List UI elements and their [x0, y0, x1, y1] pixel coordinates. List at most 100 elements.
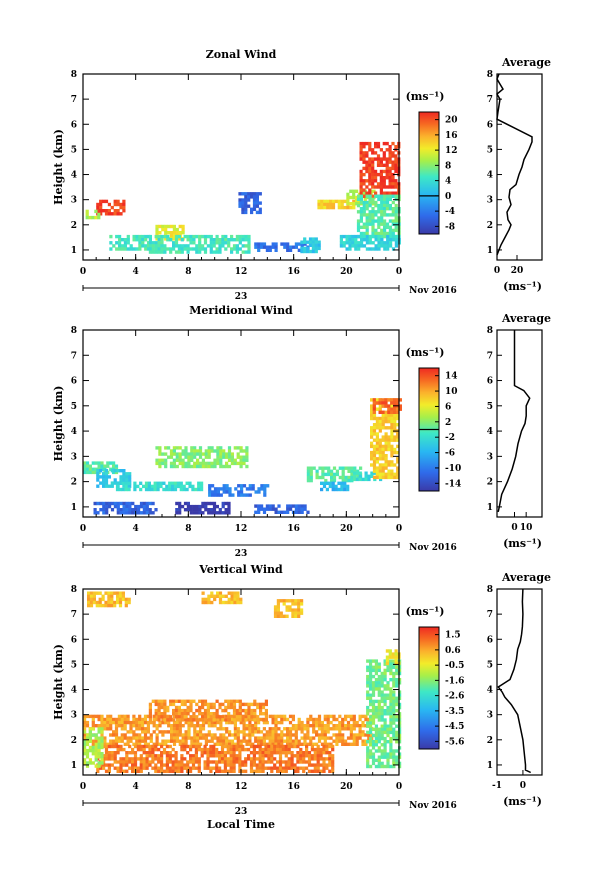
heatmap-cell	[368, 188, 372, 192]
heatmap-cell	[175, 227, 179, 232]
heatmap-cell	[204, 464, 208, 469]
heatmap-cell	[394, 154, 398, 158]
heatmap-cell	[144, 244, 148, 248]
heatmap-cell	[213, 493, 218, 497]
heatmap-cell	[384, 444, 388, 449]
heatmap-cell	[158, 446, 162, 450]
heatmap-cell	[227, 508, 231, 512]
heatmap-cell	[104, 212, 109, 216]
heatmap-cell	[201, 720, 206, 725]
heatmap-cell	[151, 699, 155, 703]
heatmap-cell	[174, 244, 179, 248]
heatmap-cell	[375, 419, 379, 424]
heatmap-cell	[85, 761, 90, 765]
heatmap-cell	[294, 602, 298, 606]
heatmap-cell	[335, 472, 339, 477]
heatmap-cell	[118, 597, 123, 602]
heatmap-cell	[218, 715, 222, 719]
heatmap-cell	[379, 148, 383, 152]
heatmap-cell	[226, 763, 230, 767]
heatmap-cell	[281, 766, 285, 770]
heatmap-cell	[189, 754, 193, 758]
heatmap-cell	[172, 449, 176, 453]
heatmap-cell	[374, 727, 378, 731]
heatmap-cell	[315, 472, 319, 477]
heatmap-cell	[344, 727, 348, 731]
heatmap-cell	[356, 197, 361, 202]
heatmap-cell	[387, 472, 391, 476]
heatmap-cell	[225, 452, 229, 456]
heatmap-cell	[175, 452, 179, 456]
heatmap-cell	[307, 754, 312, 758]
heatmap-cell	[331, 202, 336, 207]
heatmap-cell	[366, 712, 370, 716]
heatmap-cell	[133, 754, 138, 758]
heatmap-cell	[261, 766, 265, 770]
heatmap-cell	[265, 720, 269, 725]
heatmap-cell	[165, 484, 169, 489]
heatmap-cell	[387, 407, 391, 411]
heatmap-cell	[322, 760, 326, 764]
heatmap-cell	[122, 508, 126, 512]
heatmap-cell	[120, 244, 125, 248]
heatmap-cell	[195, 234, 199, 239]
heatmap-cell	[389, 764, 393, 769]
heatmap-cell	[329, 714, 333, 719]
heatmap-cell	[377, 730, 381, 735]
heatmap-cell	[265, 504, 269, 508]
heatmap-cell	[141, 241, 145, 245]
heatmap-cell	[139, 766, 143, 770]
heatmap-cell	[311, 237, 315, 241]
heatmap-cell	[370, 426, 374, 430]
heatmap-cell	[195, 508, 199, 512]
heatmap-cell	[120, 736, 124, 740]
heatmap-cell	[97, 724, 101, 728]
heatmap-cell	[309, 469, 313, 473]
heatmap-cell	[104, 481, 109, 485]
heatmap-cell	[241, 744, 245, 749]
heatmap-cell	[291, 714, 295, 719]
heatmap-cell	[210, 464, 214, 469]
heatmap-cell	[133, 481, 137, 485]
heatmap-cell	[148, 244, 152, 248]
heatmap-cell	[331, 769, 335, 773]
heatmap-cell	[394, 216, 398, 220]
heatmap-cell	[177, 699, 181, 703]
heatmap-cell	[232, 763, 236, 767]
heatmap-cell	[85, 209, 89, 214]
heatmap-cell	[88, 467, 92, 471]
heatmap-cell	[318, 466, 322, 470]
heatmap-cell	[359, 141, 363, 146]
heatmap-cell	[171, 747, 175, 752]
heatmap-cell	[393, 401, 397, 405]
heatmap-cell	[274, 720, 278, 725]
heatmap-cell	[184, 720, 188, 725]
heatmap-cell	[380, 213, 384, 217]
heatmap-cell	[107, 757, 111, 761]
heatmap-cell	[168, 487, 172, 492]
heatmap-cell	[390, 426, 394, 430]
heatmap-cell	[285, 614, 289, 618]
heatmap-cell	[394, 145, 398, 149]
heatmap-cell	[326, 742, 330, 746]
heatmap-cell	[361, 720, 365, 725]
heatmap-cell	[215, 699, 219, 703]
heatmap-cell	[247, 708, 251, 713]
heatmap-cell	[116, 212, 120, 216]
heatmap-cell	[209, 705, 213, 710]
heatmap-cell	[328, 769, 332, 773]
heatmap-cell	[354, 244, 358, 248]
heatmap-cell	[308, 249, 313, 254]
heatmap-cell	[374, 736, 378, 741]
heatmap-cell	[376, 172, 381, 177]
heatmap-cell	[220, 751, 225, 755]
heatmap-cell	[335, 733, 339, 737]
heatmap-cell	[365, 225, 369, 229]
heatmap-cell	[393, 450, 397, 455]
profile-x-tick-label: 10	[520, 523, 533, 533]
heatmap-cell	[172, 702, 176, 707]
heatmap-cell	[372, 460, 377, 464]
heatmap-cell	[221, 511, 225, 515]
heatmap-cell	[227, 244, 231, 248]
heatmap-cell	[355, 202, 359, 206]
